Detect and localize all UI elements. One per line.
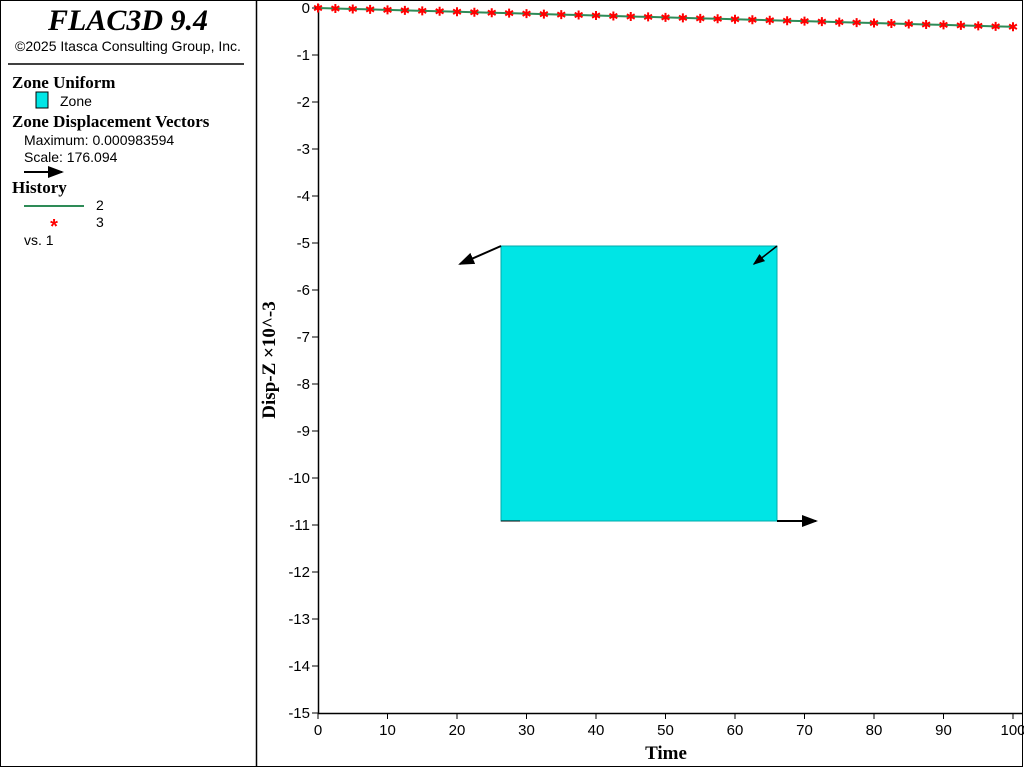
x-tick-label: 80 xyxy=(866,722,883,739)
history-marker xyxy=(383,5,392,15)
y-tick-label: -5 xyxy=(297,235,310,252)
history-marker xyxy=(330,3,340,13)
y-tick-label: -1 xyxy=(297,47,310,64)
history-marker xyxy=(713,14,723,24)
x-tick-label: 30 xyxy=(518,722,535,739)
history-marker xyxy=(904,19,914,29)
y-tick-label: -13 xyxy=(288,611,310,628)
x-axis-label: Time xyxy=(645,743,687,764)
history-marker xyxy=(452,7,462,17)
history-marker xyxy=(956,20,966,30)
y-tick-label: -8 xyxy=(297,376,310,393)
vectors-max: Maximum: 0.000983594 xyxy=(24,132,174,148)
history-marker xyxy=(800,16,809,26)
history-marker xyxy=(469,7,479,17)
x-tick-label: 90 xyxy=(935,722,952,739)
copyright: ©2025 Itasca Consulting Group, Inc. xyxy=(15,38,241,54)
history-marker xyxy=(417,6,427,16)
history-marker xyxy=(921,19,931,29)
y-tick-label: -15 xyxy=(288,705,310,722)
history-marker xyxy=(556,10,566,20)
history-marker xyxy=(591,11,601,21)
zone-heading: Zone Uniform xyxy=(12,73,115,92)
history-marker xyxy=(973,21,983,31)
history-marker xyxy=(348,4,358,14)
history-marker xyxy=(886,19,896,29)
y-tick-label: -10 xyxy=(288,470,310,487)
legend-label: 3 xyxy=(96,214,104,230)
history-marker xyxy=(574,10,584,20)
history-marker xyxy=(400,5,410,15)
vector xyxy=(752,245,778,265)
zone-swatch xyxy=(35,91,49,109)
legend-star: * xyxy=(50,216,58,238)
history-marker xyxy=(852,18,862,28)
y-tick-label: -12 xyxy=(288,564,310,581)
history-marker xyxy=(939,20,948,30)
history-marker xyxy=(643,12,653,22)
x-tick-label: 50 xyxy=(657,722,674,739)
history-marker xyxy=(817,17,827,27)
zone xyxy=(500,245,778,522)
history-marker xyxy=(678,13,688,23)
x-tick-label: 0 xyxy=(314,722,322,739)
y-tick-label: -6 xyxy=(297,282,310,299)
history-marker xyxy=(661,12,670,22)
x-tick-label: 60 xyxy=(727,722,744,739)
history-marker xyxy=(365,4,375,14)
history-marker xyxy=(869,18,879,28)
history-marker xyxy=(435,6,445,16)
history-vs: vs. 1 xyxy=(24,232,54,248)
history-marker xyxy=(539,9,549,19)
history-marker xyxy=(730,14,740,24)
x-tick-label: 100 xyxy=(1000,722,1024,739)
x-tick-label: 20 xyxy=(449,722,466,739)
x-tick-label: 10 xyxy=(379,722,396,739)
y-tick-label: -14 xyxy=(288,658,310,675)
history-marker xyxy=(504,8,514,18)
model-view xyxy=(458,245,818,527)
y-tick-label: -11 xyxy=(289,517,310,534)
zone-label: Zone xyxy=(60,93,92,109)
history-marker xyxy=(313,3,323,13)
vector xyxy=(458,245,502,265)
y-tick-label: -7 xyxy=(297,329,310,346)
history-marker xyxy=(747,15,757,25)
x-tick-label: 70 xyxy=(796,722,813,739)
y-tick-label: -4 xyxy=(297,188,310,205)
y-tick-label: -2 xyxy=(297,94,310,111)
history-marker xyxy=(522,9,531,19)
x-tick-label: 40 xyxy=(588,722,605,739)
vectors-scale: Scale: 176.094 xyxy=(24,149,118,165)
history-marker xyxy=(834,17,844,27)
legend-label: 2 xyxy=(96,197,104,213)
legend-panel: FLAC3D 9.4 ©2025 Itasca Consulting Group… xyxy=(8,4,244,248)
history-marker xyxy=(991,21,1001,31)
y-axis-label: Disp-Z ×10^-3 xyxy=(259,301,280,418)
history-heading: History xyxy=(12,178,67,197)
history-marker xyxy=(695,13,705,23)
history-marker xyxy=(608,11,618,21)
history-marker xyxy=(782,16,792,26)
history-marker xyxy=(487,8,497,18)
y-tick-label: 0 xyxy=(302,0,310,17)
app-title: FLAC3D 9.4 xyxy=(47,4,208,37)
vectors-heading: Zone Displacement Vectors xyxy=(12,112,210,131)
history-marker xyxy=(626,11,636,21)
y-tick-label: -3 xyxy=(297,141,310,158)
y-tick-label: -9 xyxy=(297,423,310,440)
history-marker xyxy=(765,15,775,25)
history-marker xyxy=(1008,22,1018,32)
